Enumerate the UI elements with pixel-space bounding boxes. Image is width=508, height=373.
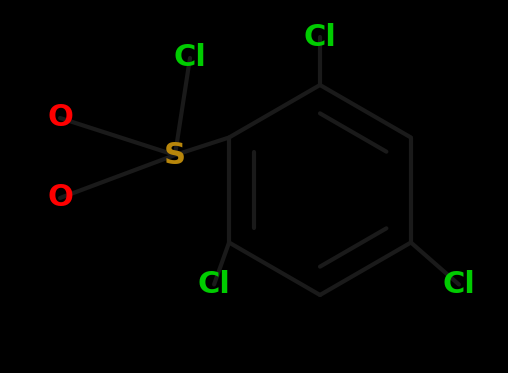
Text: Cl: Cl bbox=[198, 270, 231, 299]
Text: Cl: Cl bbox=[304, 22, 336, 51]
Text: O: O bbox=[47, 184, 73, 213]
Text: Cl: Cl bbox=[174, 44, 206, 72]
Text: Cl: Cl bbox=[442, 270, 475, 299]
Text: O: O bbox=[47, 103, 73, 132]
Text: S: S bbox=[164, 141, 186, 169]
